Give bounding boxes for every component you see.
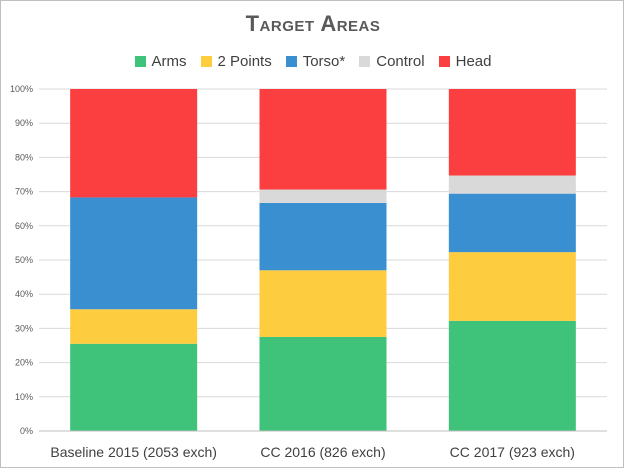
legend: Arms 2 Points Torso* Control Head bbox=[1, 53, 624, 70]
legend-swatch bbox=[359, 56, 371, 67]
legend-swatch bbox=[438, 56, 450, 67]
y-tick-label: 90% bbox=[15, 118, 33, 128]
legend-swatch bbox=[134, 56, 146, 67]
legend-item-control: Control bbox=[359, 53, 425, 70]
y-tick-label: 80% bbox=[15, 152, 33, 162]
legend-label: Control bbox=[376, 53, 425, 70]
bar-segment-control bbox=[259, 189, 387, 203]
legend-item-head: Head bbox=[438, 53, 492, 70]
bar-segment-arms bbox=[259, 336, 387, 431]
legend-label: Head bbox=[455, 53, 492, 70]
y-tick-label: 20% bbox=[15, 358, 33, 368]
bar-segment-torso bbox=[259, 202, 387, 271]
x-category-label: CC 2017 (923 exch) bbox=[450, 444, 575, 460]
bar-segment-2-points bbox=[70, 309, 198, 344]
y-tick-label: 100% bbox=[10, 84, 33, 94]
legend-swatch bbox=[200, 56, 212, 67]
y-tick-label: 30% bbox=[15, 323, 33, 333]
y-tick-label: 60% bbox=[15, 221, 33, 231]
bar-segment-head bbox=[259, 89, 387, 190]
legend-label: Torso* bbox=[302, 53, 346, 70]
y-tick-label: 10% bbox=[15, 392, 33, 402]
bar-segment-torso bbox=[448, 193, 576, 253]
x-category-label: Baseline 2015 (2053 exch) bbox=[50, 444, 217, 460]
legend-swatch bbox=[285, 56, 297, 67]
bar-segment-control bbox=[448, 175, 576, 194]
x-category-label: CC 2016 (826 exch) bbox=[260, 444, 385, 460]
bar-segment-torso bbox=[70, 197, 198, 310]
legend-item-arms: Arms bbox=[134, 53, 187, 70]
bar-segment-arms bbox=[448, 320, 576, 431]
y-tick-label: 40% bbox=[15, 289, 33, 299]
bar-segment-2-points bbox=[448, 252, 576, 321]
y-tick-label: 70% bbox=[15, 187, 33, 197]
legend-label: 2 Points bbox=[217, 53, 272, 70]
chart-title: Target Areas bbox=[245, 11, 381, 36]
legend-item-torso: Torso* bbox=[285, 53, 346, 70]
legend-label: Arms bbox=[151, 53, 187, 70]
bar-segment-head bbox=[70, 89, 198, 198]
bar-segment-arms bbox=[70, 343, 198, 431]
y-tick-label: 0% bbox=[20, 426, 33, 436]
bar-segment-head bbox=[448, 89, 576, 176]
y-tick-label: 50% bbox=[15, 255, 33, 265]
bar-segment-2-points bbox=[259, 270, 387, 337]
legend-item-2-points: 2 Points bbox=[200, 53, 272, 70]
